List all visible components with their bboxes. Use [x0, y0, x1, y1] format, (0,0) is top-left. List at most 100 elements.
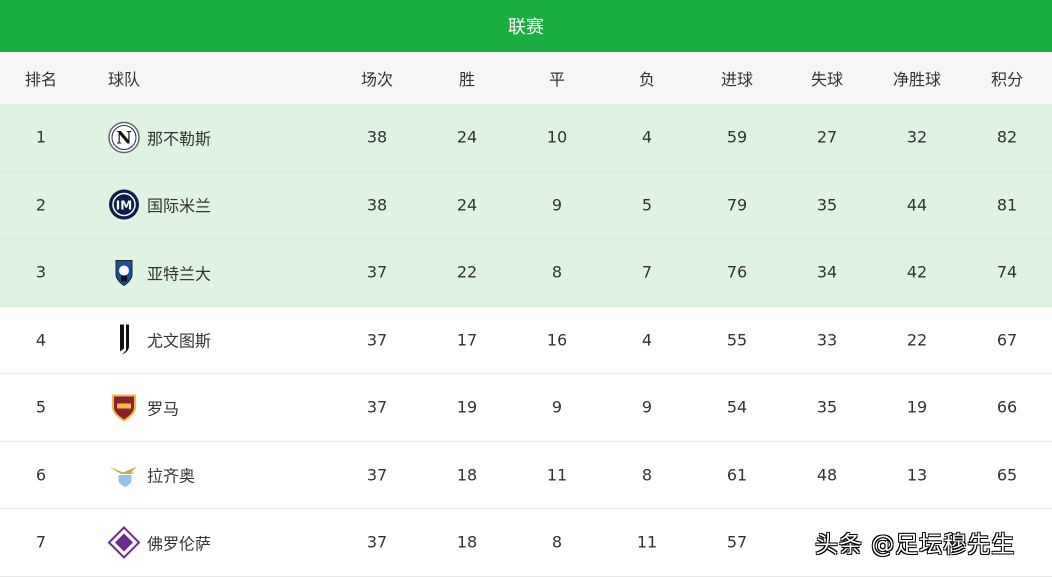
roma-logo-icon: [107, 391, 140, 424]
table-row[interactable]: 1 N 那不勒斯 38 24 10 4 59 27 32 82: [0, 104, 1052, 172]
svg-text:N: N: [116, 128, 132, 148]
d-cell: 11: [546, 465, 568, 485]
gd-cell: 13: [906, 465, 928, 485]
table-row[interactable]: 5 罗马 37 19 9 9 54 35 19 66: [0, 374, 1052, 442]
table-row[interactable]: 7 佛罗伦萨 37 18 8 11 57: [0, 509, 1052, 577]
w-cell: 24: [456, 127, 478, 147]
l-cell: 9: [641, 397, 653, 417]
played-cell: 38: [366, 195, 388, 215]
w-cell: 19: [456, 397, 478, 417]
w-cell: 22: [456, 262, 478, 282]
ga-cell: 48: [816, 465, 838, 485]
team-cell[interactable]: 尤文图斯: [107, 323, 211, 356]
gd-cell: 44: [906, 195, 928, 215]
team-name[interactable]: 尤文图斯: [147, 331, 212, 351]
column-header: 失球: [810, 70, 844, 89]
rank-cell: 3: [35, 262, 47, 282]
league-header: 联赛: [0, 0, 1052, 52]
column-header: 胜: [458, 70, 476, 89]
d-cell: 8: [551, 532, 563, 552]
team-name[interactable]: 拉齐奥: [147, 466, 196, 486]
ga-cell: 33: [816, 330, 838, 350]
d-cell: 16: [546, 330, 568, 350]
d-cell: 10: [546, 127, 568, 147]
napoli-logo-icon: N: [107, 121, 140, 154]
gd-cell: 32: [906, 127, 928, 147]
pts-cell: 65: [996, 465, 1018, 485]
d-cell: 9: [551, 397, 563, 417]
l-cell: 8: [641, 465, 653, 485]
atalanta-logo-icon: [107, 256, 140, 289]
fiorentina-logo-icon: [107, 525, 140, 559]
played-cell: 37: [366, 330, 388, 350]
team-name[interactable]: 国际米兰: [147, 196, 212, 216]
rank-cell: 7: [35, 532, 47, 552]
gd-cell: 19: [906, 397, 928, 417]
table-row[interactable]: 4 尤文图斯 37 17 16 4 55 33 22 67: [0, 307, 1052, 374]
standings-table: 1 N 那不勒斯 38 24 10 4 59 27 32 82 2 IM 国际米兰 38 24 9 5 79 35 44…: [0, 104, 1052, 577]
column-header-row: 排名 球队 场次 胜 平 负 进球 失球 净胜球 积分: [0, 52, 1052, 104]
team-name[interactable]: 那不勒斯: [147, 129, 212, 149]
team-cell[interactable]: 亚特兰大: [107, 256, 211, 289]
column-header: 球队: [108, 70, 141, 89]
team-name[interactable]: 罗马: [147, 399, 180, 419]
d-cell: 9: [551, 195, 563, 215]
inter-logo-icon: IM: [107, 188, 140, 221]
played-cell: 37: [366, 262, 388, 282]
l-cell: 5: [641, 195, 653, 215]
column-header: 负: [638, 70, 656, 89]
played-cell: 37: [366, 465, 388, 485]
ga-cell: 35: [816, 195, 838, 215]
gd-cell: 42: [906, 262, 928, 282]
team-cell[interactable]: N 那不勒斯: [107, 121, 211, 154]
l-cell: 7: [641, 262, 653, 282]
rank-cell: 5: [35, 397, 47, 417]
rank-cell: 2: [35, 195, 47, 215]
gf-cell: 79: [726, 195, 748, 215]
played-cell: 38: [366, 127, 388, 147]
table-row[interactable]: 6 拉齐奥 37 18 11 8 61 48 13 65: [0, 442, 1052, 509]
team-cell[interactable]: IM 国际米兰: [107, 188, 211, 221]
column-header: 排名: [24, 70, 58, 89]
ga-cell: 27: [816, 127, 838, 147]
played-cell: 37: [366, 397, 388, 417]
team-cell[interactable]: 罗马: [107, 391, 179, 424]
column-header: 进球: [720, 70, 754, 89]
team-name[interactable]: 亚特兰大: [147, 264, 212, 284]
league-title: 联赛: [508, 17, 544, 38]
rank-cell: 4: [35, 330, 47, 350]
pts-cell: 67: [996, 330, 1018, 350]
table-row[interactable]: 3 亚特兰大 37 22 8 7 76 34 42 74: [0, 239, 1052, 307]
column-header: 积分: [990, 70, 1024, 89]
svg-text:IM: IM: [115, 199, 131, 213]
juventus-logo-icon: [107, 323, 140, 356]
team-name[interactable]: 佛罗伦萨: [147, 534, 212, 554]
ga-cell: 34: [816, 262, 838, 282]
w-cell: 24: [456, 195, 478, 215]
l-cell: 4: [641, 330, 653, 350]
pts-cell: 66: [996, 397, 1018, 417]
column-header: 净胜球: [892, 70, 942, 89]
gf-cell: 76: [726, 262, 748, 282]
team-cell[interactable]: 拉齐奥: [107, 458, 195, 491]
rank-cell: 6: [35, 465, 47, 485]
gf-cell: 61: [726, 465, 748, 485]
w-cell: 17: [456, 330, 478, 350]
played-cell: 37: [366, 532, 388, 552]
pts-cell: 81: [996, 195, 1018, 215]
team-cell[interactable]: 佛罗伦萨: [107, 525, 212, 559]
gf-cell: 59: [726, 127, 748, 147]
gf-cell: 54: [726, 397, 748, 417]
lazio-logo-icon: [107, 458, 140, 491]
table-row[interactable]: 2 IM 国际米兰 38 24 9 5 79 35 44 81: [0, 171, 1052, 239]
gd-cell: 22: [906, 330, 928, 350]
column-header: 平: [548, 70, 566, 89]
ga-cell: 35: [816, 397, 838, 417]
pts-cell: 74: [996, 262, 1018, 282]
d-cell: 8: [551, 262, 563, 282]
w-cell: 18: [456, 532, 478, 552]
watermark: 头条 @足坛穆先生: [815, 532, 1016, 558]
l-cell: 4: [641, 127, 653, 147]
w-cell: 18: [456, 465, 478, 485]
gf-cell: 57: [726, 532, 748, 552]
